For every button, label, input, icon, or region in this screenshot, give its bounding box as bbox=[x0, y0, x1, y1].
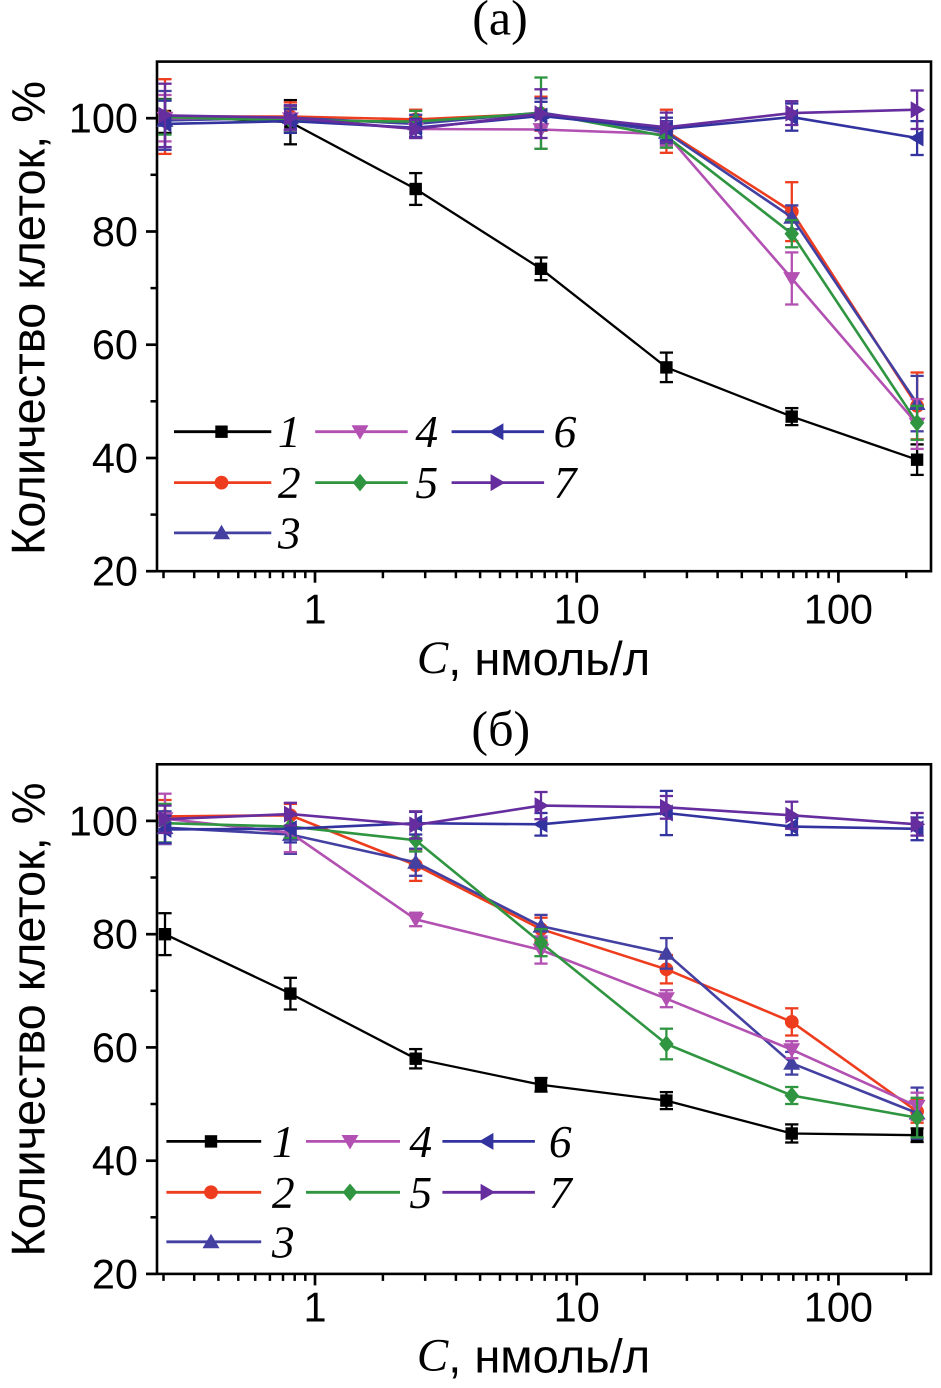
svg-text:Количество клеток, %: Количество клеток, % bbox=[2, 782, 55, 1256]
svg-text:4: 4 bbox=[415, 406, 438, 457]
svg-text:3: 3 bbox=[271, 1216, 295, 1267]
svg-text:1: 1 bbox=[303, 586, 326, 633]
svg-text:100: 100 bbox=[804, 586, 873, 633]
svg-text:6: 6 bbox=[549, 1116, 572, 1167]
svg-text:10: 10 bbox=[554, 1284, 600, 1331]
svg-text:1: 1 bbox=[278, 406, 301, 457]
svg-text:10: 10 bbox=[554, 586, 600, 633]
svg-text:C, нмоль/л: C, нмоль/л bbox=[417, 1329, 650, 1382]
svg-text:4: 4 bbox=[409, 1116, 432, 1167]
svg-text:7: 7 bbox=[554, 457, 579, 508]
svg-text:3: 3 bbox=[277, 507, 301, 558]
svg-text:1: 1 bbox=[303, 1284, 326, 1331]
svg-text:60: 60 bbox=[92, 321, 138, 368]
svg-text:80: 80 bbox=[92, 911, 138, 958]
svg-text:1: 1 bbox=[272, 1116, 295, 1167]
svg-text:2: 2 bbox=[272, 1167, 295, 1218]
svg-text:C, нмоль/л: C, нмоль/л bbox=[417, 632, 650, 685]
svg-text:20: 20 bbox=[92, 1250, 138, 1297]
svg-text:Количество клеток, %: Количество клеток, % bbox=[2, 81, 55, 555]
svg-text:40: 40 bbox=[92, 1137, 138, 1184]
svg-text:80: 80 bbox=[92, 208, 138, 255]
svg-text:100: 100 bbox=[69, 95, 138, 142]
svg-text:(б): (б) bbox=[471, 700, 530, 756]
svg-text:(а): (а) bbox=[472, 0, 528, 46]
svg-text:100: 100 bbox=[804, 1284, 873, 1331]
svg-text:7: 7 bbox=[549, 1167, 574, 1218]
svg-text:2: 2 bbox=[278, 457, 301, 508]
svg-text:6: 6 bbox=[554, 406, 577, 457]
svg-text:20: 20 bbox=[92, 548, 138, 595]
svg-text:100: 100 bbox=[69, 797, 138, 844]
svg-text:5: 5 bbox=[415, 457, 438, 508]
svg-text:5: 5 bbox=[409, 1167, 432, 1218]
svg-text:40: 40 bbox=[92, 435, 138, 482]
svg-text:60: 60 bbox=[92, 1024, 138, 1071]
